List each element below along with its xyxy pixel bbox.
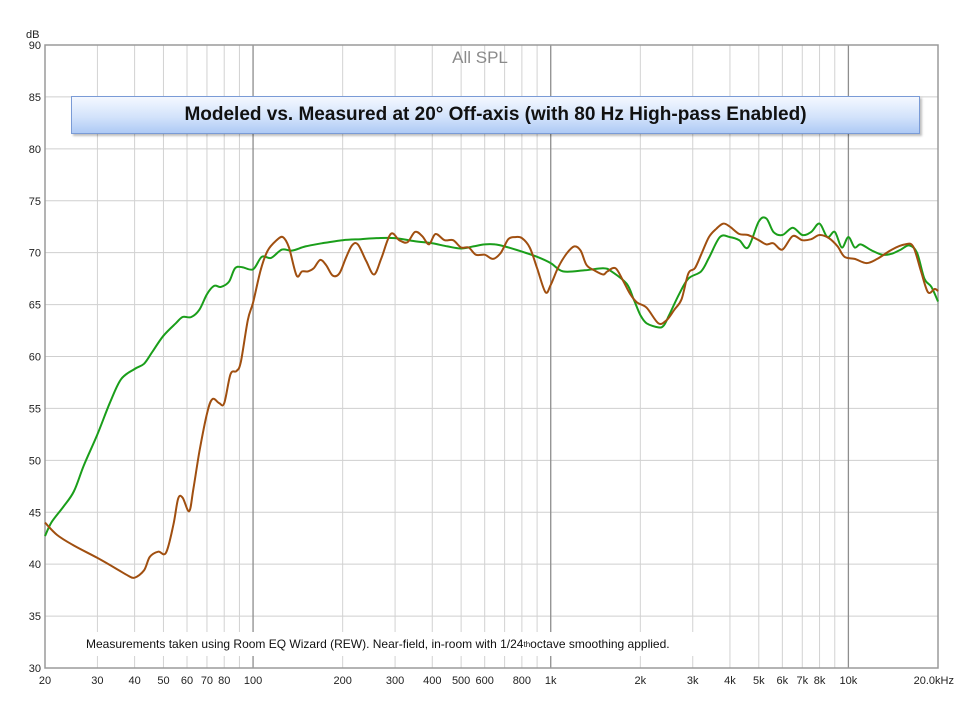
y-tick-label: 65 <box>29 300 41 312</box>
y-tick-label: 45 <box>29 507 41 519</box>
x-tick-label: 30 <box>91 675 103 687</box>
y-tick-label: 35 <box>29 611 41 623</box>
x-tick-label: 7k <box>796 675 808 687</box>
x-tick-label: 20 <box>39 675 51 687</box>
x-tick-label: 40 <box>128 675 140 687</box>
note-superscript: th <box>523 639 531 649</box>
y-tick-label: 40 <box>29 559 41 571</box>
x-tick-label: 1k <box>545 675 557 687</box>
x-tick-label: 80 <box>218 675 230 687</box>
x-tick-label: 20.0kHz <box>914 675 954 687</box>
y-tick-label: 60 <box>29 352 41 364</box>
y-axis-label: dB <box>26 29 39 41</box>
x-tick-label: 60 <box>181 675 193 687</box>
series-lines <box>44 216 939 579</box>
plot-frame <box>44 44 939 669</box>
x-tick-label: 8k <box>814 675 826 687</box>
y-tick-label: 30 <box>29 663 41 675</box>
y-tick-label: 55 <box>29 403 41 415</box>
note-text-after: octave smoothing applied. <box>530 637 670 651</box>
x-tick-label: 500 <box>452 675 470 687</box>
y-tick-label: 70 <box>29 248 41 260</box>
y-tick-label: 50 <box>29 455 41 467</box>
x-tick-label: 3k <box>687 675 699 687</box>
series-line-modeled <box>44 216 939 537</box>
x-tick-label: 100 <box>244 675 262 687</box>
x-tick-label: 400 <box>423 675 441 687</box>
x-tick-label: 300 <box>386 675 404 687</box>
x-tick-label: 50 <box>157 675 169 687</box>
x-tick-label: 4k <box>724 675 736 687</box>
x-tick-label: 10k <box>840 675 858 687</box>
y-tick-label: 85 <box>29 92 41 104</box>
y-tick-label: 75 <box>29 196 41 208</box>
note-text-before: Measurements taken using Room EQ Wizard … <box>86 637 524 651</box>
x-tick-label: 6k <box>777 675 789 687</box>
grid <box>44 44 939 669</box>
y-tick-label: 80 <box>29 144 41 156</box>
series-line-measured <box>44 222 939 579</box>
x-tick-label: 5k <box>753 675 765 687</box>
x-tick-label: 800 <box>513 675 531 687</box>
x-tick-label: 2k <box>635 675 647 687</box>
x-tick-label: 600 <box>476 675 494 687</box>
x-tick-label: 200 <box>333 675 351 687</box>
x-tick-label: 70 <box>201 675 213 687</box>
measurement-note: Measurements taken using Room EQ Wizard … <box>78 632 728 656</box>
chart-title: Modeled vs. Measured at 20° Off-axis (wi… <box>71 96 920 134</box>
y-tick-label: 90 <box>29 40 41 52</box>
chart-subtitle: All SPL <box>452 48 508 67</box>
